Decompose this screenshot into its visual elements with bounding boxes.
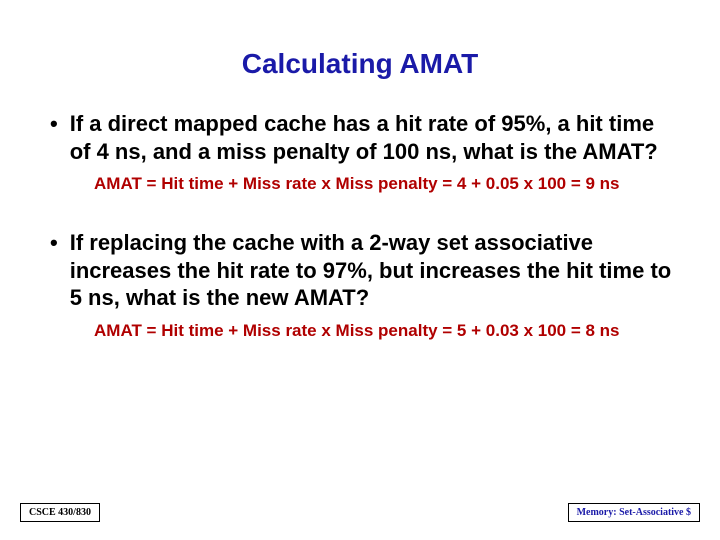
footer-left: CSCE 430/830 xyxy=(20,503,100,522)
slide-content: • If a direct mapped cache has a hit rat… xyxy=(40,110,680,342)
bullet-item: • If replacing the cache with a 2-way se… xyxy=(50,229,680,312)
bullet-item: • If a direct mapped cache has a hit rat… xyxy=(50,110,680,165)
bullet-marker: • xyxy=(50,110,58,165)
bullet-text: If replacing the cache with a 2-way set … xyxy=(70,229,680,312)
formula-text: AMAT = Hit time + Miss rate x Miss penal… xyxy=(94,320,680,342)
formula-text: AMAT = Hit time + Miss rate x Miss penal… xyxy=(94,173,680,195)
bullet-text: If a direct mapped cache has a hit rate … xyxy=(70,110,680,165)
slide-title: Calculating AMAT xyxy=(40,48,680,80)
footer: CSCE 430/830 Memory: Set-Associative $ xyxy=(0,503,720,522)
footer-right: Memory: Set-Associative $ xyxy=(568,503,700,522)
bullet-marker: • xyxy=(50,229,58,312)
slide: Calculating AMAT • If a direct mapped ca… xyxy=(0,0,720,540)
